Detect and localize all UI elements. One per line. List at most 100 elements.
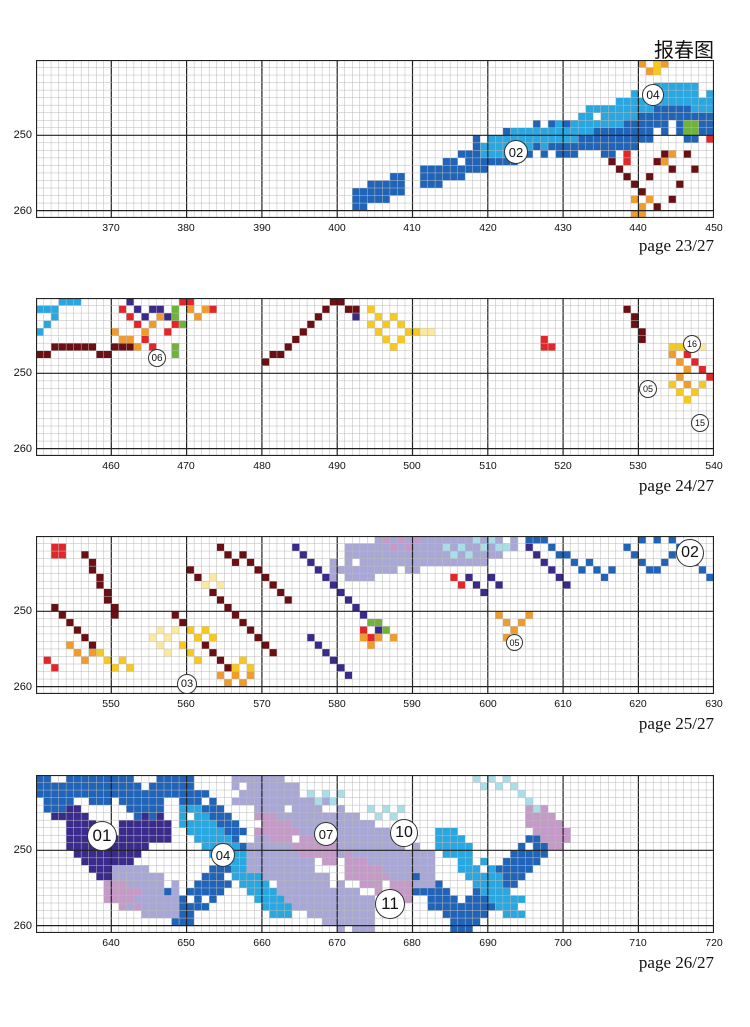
stitch-cell — [404, 566, 413, 574]
stitch-cell — [532, 820, 541, 828]
stitch-cell — [450, 165, 458, 173]
stitch-cell — [668, 536, 677, 544]
stitch-cell — [404, 536, 413, 544]
stitch-cell — [216, 543, 225, 552]
stitch-cell — [389, 172, 398, 181]
stitch-cell — [148, 820, 157, 828]
stitch-cell — [540, 835, 549, 843]
x-tick-label: 610 — [554, 698, 572, 710]
stitch-cell — [292, 872, 300, 881]
stitch-cell — [299, 865, 308, 873]
stitch-cell — [660, 127, 669, 136]
stitch-cell — [103, 782, 112, 791]
stitch-cell — [367, 543, 375, 552]
stitch-cell — [329, 910, 338, 919]
stitch-cell — [209, 648, 217, 657]
stitch-cell — [563, 142, 571, 151]
stitch-cell — [103, 797, 112, 806]
stitch-cell — [578, 142, 586, 151]
stitch-cell — [668, 82, 677, 91]
stitch-cell — [111, 782, 119, 791]
stitch-cell — [284, 812, 293, 821]
stitch-cell — [668, 105, 677, 113]
stitch-cell — [171, 343, 180, 351]
stitch-cell — [322, 842, 330, 851]
stitch-cell — [683, 90, 692, 98]
stitch-cell — [532, 142, 541, 151]
stitch-cell — [630, 180, 639, 189]
stitch-cell — [442, 536, 451, 544]
stitch-cell — [630, 127, 639, 136]
stitch-cell — [261, 872, 270, 881]
stitch-cell — [51, 305, 59, 314]
stitch-cell — [367, 850, 375, 858]
stitch-cell — [623, 97, 631, 106]
color-number-badge: 07 — [314, 822, 338, 846]
x-tick-label: 650 — [177, 937, 195, 949]
stitch-cell — [73, 790, 82, 798]
stitch-cell — [480, 536, 488, 544]
stitch-cell — [548, 120, 556, 128]
stitch-cell — [427, 328, 436, 336]
stitch-cell — [480, 895, 488, 904]
stitch-cell — [450, 172, 458, 181]
x-tick-label: 490 — [328, 460, 346, 472]
chart-title: 报春图 — [654, 38, 714, 62]
stitch-cell — [495, 135, 503, 143]
stitch-cell — [81, 343, 89, 351]
stitch-cell — [209, 827, 217, 836]
x-tick-label: 600 — [479, 698, 497, 710]
color-number-badge: 05 — [639, 380, 657, 398]
stitch-cell — [548, 812, 556, 821]
stitch-cell — [608, 120, 616, 128]
stitch-cell — [337, 664, 345, 672]
stitch-cell — [480, 782, 488, 791]
stitch-cell — [118, 656, 127, 665]
stitch-cell — [201, 835, 210, 843]
stitch-cell — [307, 880, 315, 888]
stitch-cell — [367, 558, 375, 567]
stitch-cell — [359, 633, 368, 642]
stitch-cell — [442, 903, 451, 911]
stitch-cell — [480, 551, 488, 559]
stitch-cell — [420, 558, 428, 567]
stitch-cell — [254, 895, 262, 904]
stitch-cell — [231, 664, 240, 672]
stitch-cell — [389, 842, 398, 851]
stitch-cell — [487, 150, 496, 158]
stitch-cell — [261, 903, 270, 911]
stitch-cell — [548, 127, 556, 136]
stitch-cell — [96, 775, 104, 783]
stitch-cell — [337, 790, 345, 798]
stitch-cell — [502, 865, 511, 873]
stitch-cell — [638, 60, 646, 68]
stitch-cell — [623, 150, 631, 158]
stitch-cell — [344, 566, 353, 574]
stitch-cell — [502, 872, 511, 881]
stitch-cell — [329, 812, 338, 821]
stitch-cell — [156, 313, 165, 321]
stitch-cell — [442, 543, 451, 552]
stitch-cell — [676, 90, 684, 98]
stitch-cell — [427, 551, 436, 559]
stitch-cell — [164, 633, 172, 642]
stitch-cell — [487, 775, 496, 783]
y-tick-label: 250 — [13, 844, 32, 856]
stitch-cell — [261, 887, 270, 896]
color-number-badge: 04 — [642, 84, 664, 106]
stitch-cell — [435, 558, 443, 567]
stitch-cell — [164, 648, 172, 657]
stitch-cell — [194, 797, 202, 806]
stitch-cell — [457, 850, 466, 858]
stitch-cell — [103, 588, 112, 597]
stitch-cell — [118, 880, 127, 888]
stitch-cell — [382, 195, 390, 204]
stitch-cell — [171, 320, 180, 329]
stitch-cell — [58, 805, 67, 813]
stitch-cell — [427, 872, 436, 881]
stitch-cell — [276, 880, 285, 888]
stitch-cell — [420, 551, 428, 559]
stitch-cell — [374, 812, 383, 821]
stitch-cell — [435, 172, 443, 181]
stitch-cell — [156, 880, 165, 888]
